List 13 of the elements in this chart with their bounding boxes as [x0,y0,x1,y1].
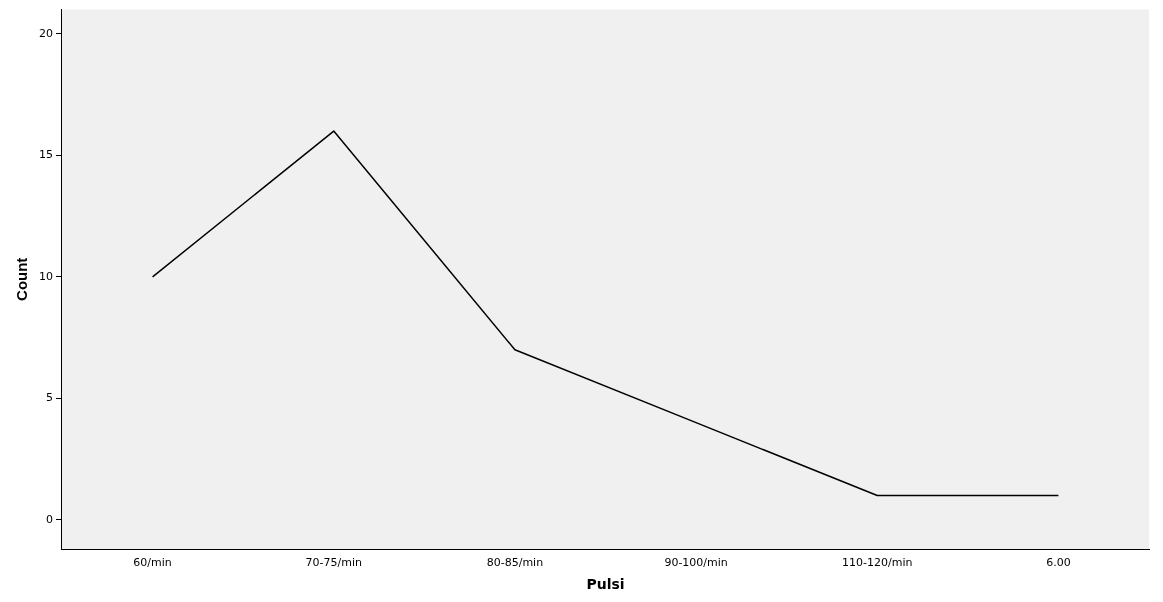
x-tick-label: 80-85/min [486,556,544,570]
x-tick-label: 6.00 [1046,556,1071,570]
y-tick-label: 15 [39,148,53,162]
y-tick-label: 0 [46,512,53,526]
y-tick-label: 20 [39,26,53,40]
y-tick-label: 5 [46,391,53,405]
x-tick-label: 90-100/min [664,556,728,570]
x-tick-label: 60/min [133,556,172,570]
x-tick-label: 70-75/min [305,556,362,570]
x-axis-title: Pulsi [586,576,625,593]
y-axis-title: Count [13,257,31,301]
y-tick-label: 10 [39,269,53,283]
x-tick-label: 110-120/min [842,556,913,570]
